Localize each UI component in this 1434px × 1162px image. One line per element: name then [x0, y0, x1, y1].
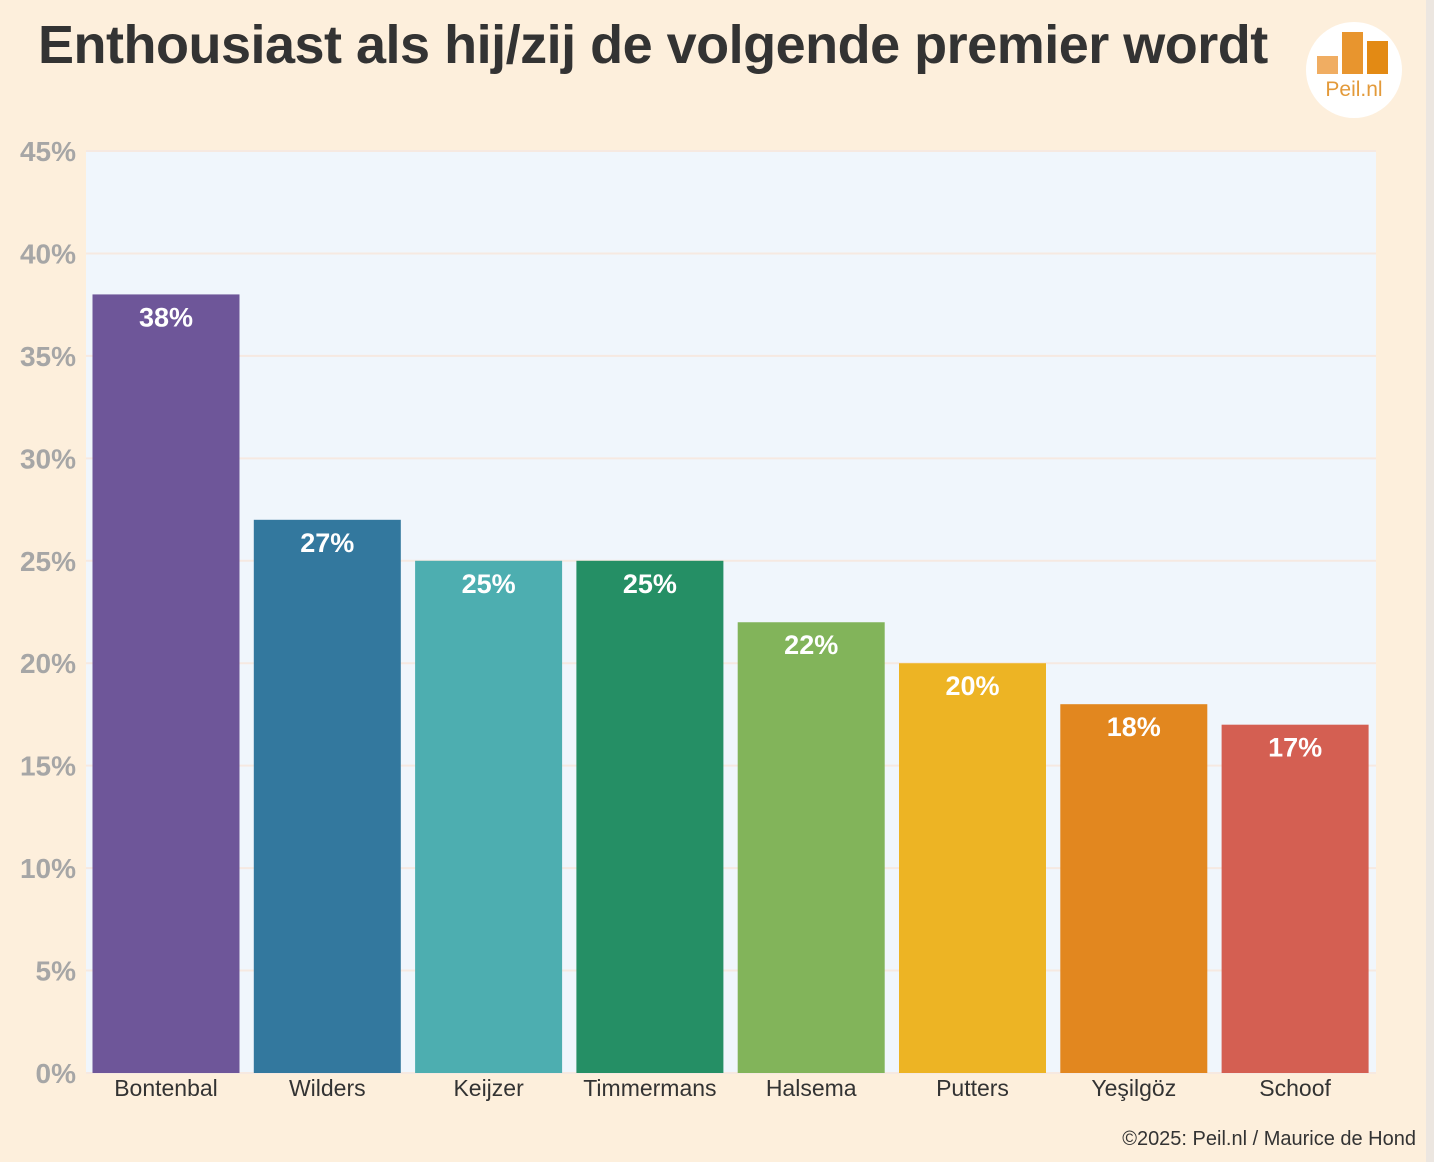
bar-value-label: 25%: [462, 569, 516, 599]
bar-value-label: 38%: [139, 302, 193, 332]
x-category-label: Bontenbal: [114, 1075, 218, 1101]
bar-value-label: 27%: [300, 528, 354, 558]
x-category-label: Yeşilgöz: [1091, 1075, 1176, 1101]
peil-logo: Peil.nl: [1306, 22, 1402, 118]
y-tick-label: 0%: [36, 1058, 77, 1089]
logo-bar-tall: [1342, 32, 1363, 74]
y-tick-label: 15%: [20, 751, 76, 782]
bar-value-label: 25%: [623, 569, 677, 599]
logo-text: Peil.nl: [1325, 78, 1383, 101]
y-tick-label: 25%: [20, 546, 76, 577]
y-tick-label: 45%: [20, 136, 76, 167]
bar-value-label: 17%: [1268, 733, 1322, 763]
chart-title: Enthousiast als hij/zij de volgende prem…: [38, 15, 1268, 75]
x-category-label: Timmermans: [583, 1075, 716, 1101]
y-tick-label: 10%: [20, 853, 76, 884]
bar-value-label: 18%: [1107, 712, 1161, 742]
bar-chart-logo-icon: [1317, 32, 1388, 74]
x-category-label: Keijzer: [453, 1075, 524, 1101]
window-edge-strip: [1426, 0, 1434, 1162]
y-tick-label: 30%: [20, 443, 76, 474]
bar: [415, 560, 563, 1073]
y-tick-label: 5%: [36, 956, 77, 987]
x-category-label: Schoof: [1259, 1075, 1331, 1101]
bar: [253, 519, 401, 1073]
bar-value-label: 20%: [945, 671, 999, 701]
bar: [899, 663, 1046, 1073]
x-category-label: Halsema: [766, 1075, 857, 1101]
y-tick-label: 20%: [20, 648, 76, 679]
x-category-label: Wilders: [289, 1075, 366, 1101]
copyright-credit: ©2025: Peil.nl / Maurice de Hond: [1122, 1128, 1416, 1150]
bar-value-label: 22%: [784, 630, 838, 660]
bar: [92, 294, 240, 1073]
y-tick-label: 40%: [20, 238, 76, 269]
bar: [576, 560, 724, 1073]
logo-bar-medium: [1367, 41, 1388, 74]
bar: [1060, 704, 1208, 1073]
bar: [1221, 724, 1369, 1073]
logo-bar-small: [1317, 56, 1338, 74]
x-category-label: Putters: [936, 1075, 1009, 1101]
bar: [737, 622, 885, 1073]
y-tick-label: 35%: [20, 341, 76, 372]
